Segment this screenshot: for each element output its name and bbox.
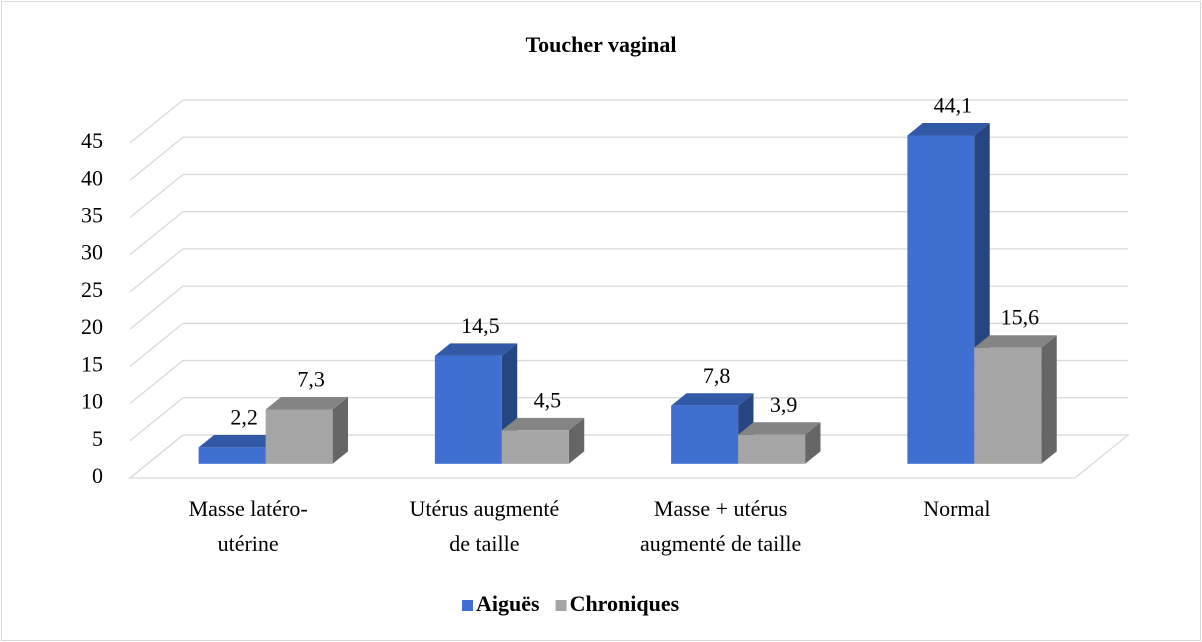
y-tick-label: 40 xyxy=(81,165,103,190)
data-label: 3,9 xyxy=(770,392,798,417)
legend-label: Aiguës xyxy=(476,591,540,616)
grid-line-side xyxy=(129,397,184,442)
data-label: 44,1 xyxy=(934,93,973,118)
bar xyxy=(907,123,990,464)
bar-front xyxy=(198,447,266,464)
y-tick-label: 0 xyxy=(92,463,103,488)
bar-side xyxy=(332,396,348,464)
x-tick-label: Masse latéro-utérine xyxy=(189,496,308,556)
y-tick-label: 5 xyxy=(92,426,103,451)
bar-top xyxy=(738,422,821,435)
bar-top xyxy=(198,434,281,448)
x-tick-label-line: Masse + utérus xyxy=(654,496,787,521)
data-label: 2,2 xyxy=(230,404,258,429)
bar xyxy=(974,335,1057,464)
data-label: 15,6 xyxy=(1001,305,1040,330)
y-tick-label: 20 xyxy=(81,314,103,339)
y-tick-label: 25 xyxy=(81,277,103,302)
x-tick-label-line: augmenté de taille xyxy=(640,531,801,556)
bar xyxy=(265,396,348,464)
bar xyxy=(738,422,821,464)
bar-top xyxy=(974,335,1057,348)
x-tick-label-line: de taille xyxy=(449,531,519,556)
y-tick-label: 45 xyxy=(81,128,103,153)
data-label: 7,3 xyxy=(297,367,325,392)
data-label: 14,5 xyxy=(461,313,500,338)
grid-line-side xyxy=(129,136,184,181)
grid-line-side xyxy=(129,248,184,293)
bar-front xyxy=(265,409,333,464)
bar-top xyxy=(671,393,754,406)
y-tick-label: 10 xyxy=(81,389,103,414)
x-tick-label-line: Utérus augmenté xyxy=(410,496,560,521)
bar-top xyxy=(501,417,585,431)
x-tick-label-line: utérine xyxy=(218,531,279,556)
x-tick-label: Masse + utérus augmenté de taille xyxy=(640,496,801,556)
grid-line-side xyxy=(129,211,184,256)
legend-swatch xyxy=(462,600,473,611)
bar-side xyxy=(1041,335,1057,464)
bar-front xyxy=(974,347,1042,464)
legend-swatch xyxy=(555,600,567,611)
x-tick-label: Utérus augmenté de taille xyxy=(410,496,560,556)
bar-front xyxy=(738,434,806,464)
bar-front xyxy=(907,135,975,464)
grid-line-side xyxy=(129,99,184,144)
x-tick-label-line: Normal xyxy=(923,496,990,521)
bar-front xyxy=(501,430,569,464)
data-label: 7,8 xyxy=(703,363,731,388)
bar-front xyxy=(671,405,739,464)
x-tick-label: Normal xyxy=(923,496,990,521)
grid-line-side xyxy=(129,173,184,218)
bar-top xyxy=(434,343,518,356)
grid-line-side xyxy=(129,322,184,367)
y-tick-label: 15 xyxy=(81,351,103,376)
bar-side xyxy=(568,417,585,464)
y-tick-label: 30 xyxy=(81,240,103,265)
floor xyxy=(128,434,1130,479)
bar-top xyxy=(265,396,348,410)
y-tick-label: 35 xyxy=(81,202,103,227)
grid-line-side xyxy=(129,285,184,330)
chart-title: Toucher vaginal xyxy=(526,32,677,57)
bar-top xyxy=(907,123,990,136)
x-tick-label-line: Masse latéro- xyxy=(189,496,308,521)
legend-label: Chroniques xyxy=(570,591,680,616)
bar-side xyxy=(805,422,821,464)
data-label: 4,5 xyxy=(534,387,562,412)
grid-line-side xyxy=(129,360,184,405)
bar-front xyxy=(434,355,502,464)
bar xyxy=(501,417,585,464)
